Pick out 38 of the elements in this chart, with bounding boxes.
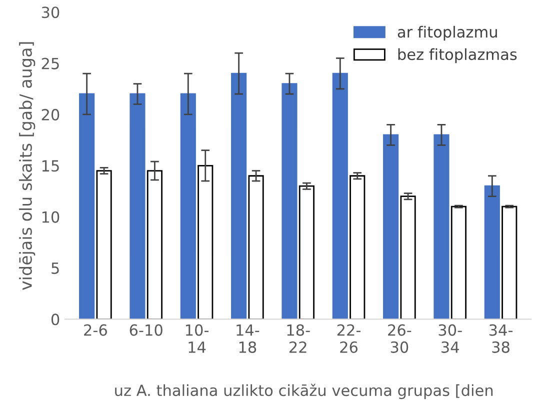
y-tick-label: 15 [42, 160, 59, 172]
bar [198, 164, 214, 320]
bar [96, 170, 112, 320]
bar [130, 93, 146, 320]
y-tick-label: 20 [42, 108, 60, 120]
bar [484, 185, 500, 320]
bar [231, 72, 247, 320]
bar [180, 93, 196, 320]
x-tick-label: 2-6 [84, 324, 107, 336]
y-tick-label: 0 [51, 314, 60, 326]
bar [400, 196, 416, 320]
x-tick-label: 34- 38 [489, 324, 512, 353]
y-tick-label: 5 [52, 262, 59, 274]
bar [248, 175, 264, 320]
x-tick-label: 18- 22 [287, 324, 310, 353]
x-tick-label: 22- 26 [337, 324, 360, 353]
bar [146, 170, 163, 320]
bar [282, 83, 298, 320]
x-tick-label: 30- 34 [438, 324, 462, 353]
x-tick-label: 6-10 [130, 324, 162, 336]
bar [79, 93, 95, 320]
bar [350, 175, 366, 320]
y-tick-label: 25 [42, 58, 59, 70]
x-tick-label: 14- 18 [236, 324, 260, 353]
y-tick-label: 10 [42, 211, 60, 223]
x-tick-label: 26- 30 [388, 324, 412, 353]
bar [332, 72, 348, 320]
bar [298, 185, 314, 320]
bar [502, 206, 518, 320]
bar [450, 206, 466, 320]
legend-label: bez fitoplazmas [398, 48, 517, 64]
bar [434, 134, 450, 320]
x-axis-title: uz A. thaliana uzlikto cikāžu vecuma grupas [dien [115, 384, 493, 400]
x-tick-label: 10- 14 [186, 324, 208, 353]
legend-label: ar fitoplazmu [398, 26, 497, 41]
y-tick-label: 30 [42, 6, 60, 18]
y-axis-title: vidējais olu skaits [gab/ auga] [19, 42, 36, 290]
bar [383, 134, 399, 320]
